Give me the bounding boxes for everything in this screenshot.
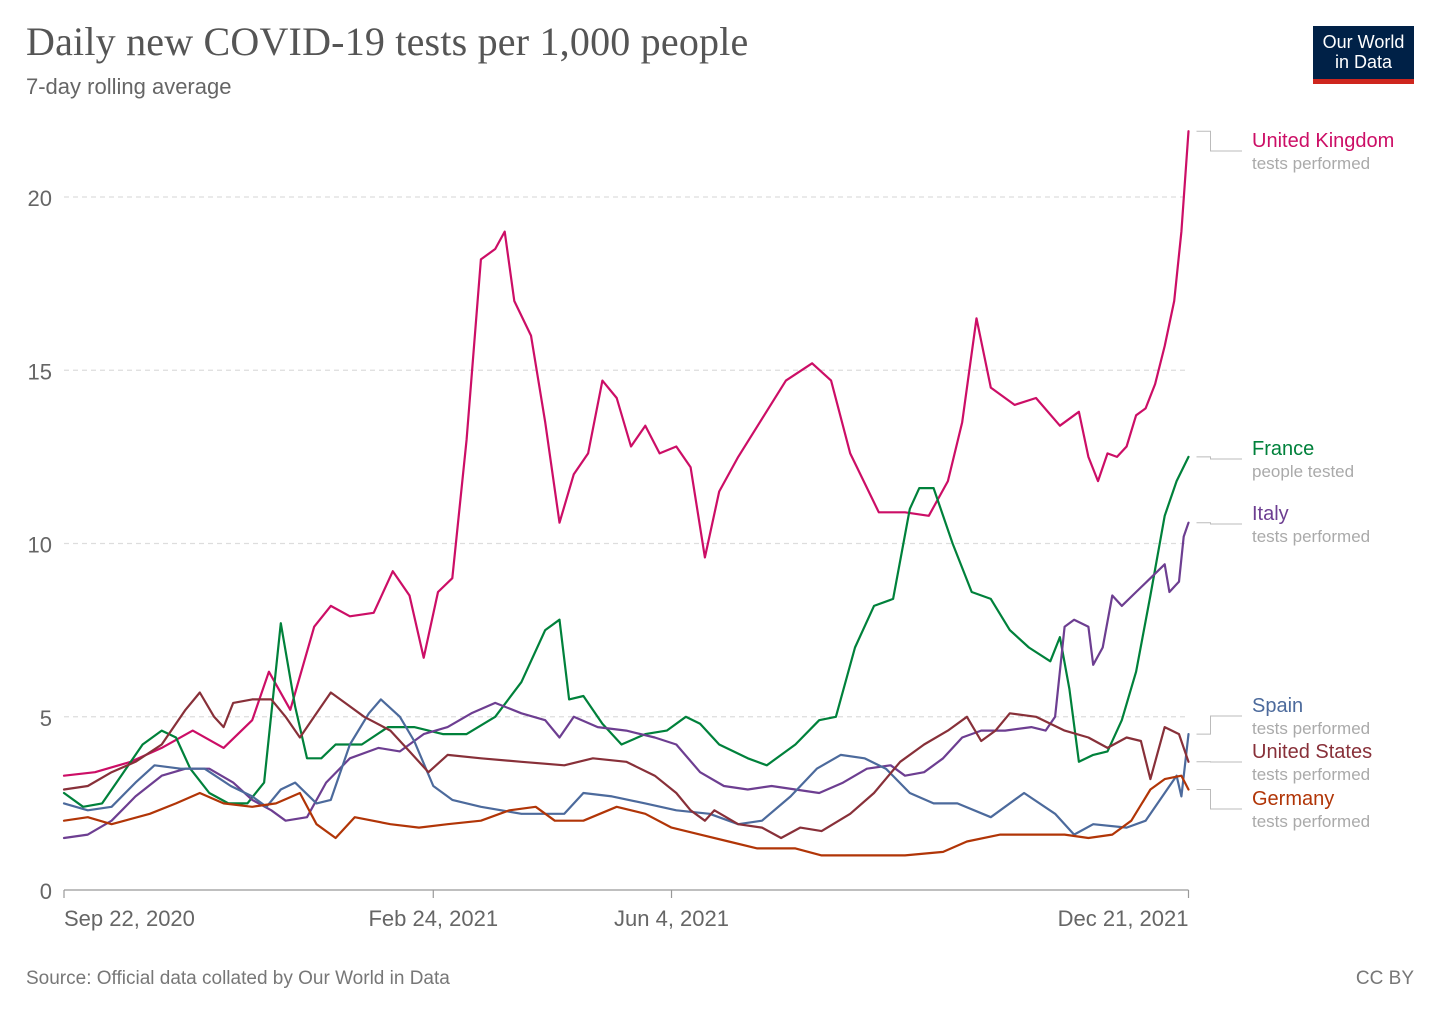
logo-line-2: in Data <box>1334 52 1393 72</box>
logo-accent-bar <box>1313 79 1414 84</box>
label-connector-italy <box>1196 522 1242 525</box>
series-line-france <box>62 455 1190 808</box>
series-label-united-kingdom: United Kingdom <box>1252 130 1394 152</box>
series-note-italy: tests performed <box>1252 527 1370 546</box>
label-connector-spain <box>1196 715 1242 735</box>
label-connector-germany <box>1196 789 1242 810</box>
series-line-italy <box>62 521 1190 840</box>
series-label-france: France <box>1252 438 1314 460</box>
chart-title: Daily new COVID-19 tests per 1,000 peopl… <box>26 19 749 64</box>
y-tick-label: 0 <box>40 879 52 904</box>
y-tick-label: 15 <box>28 359 52 384</box>
y-tick-label: 5 <box>40 706 52 731</box>
series-label-united-states: United States <box>1252 741 1372 763</box>
label-connector-france <box>1196 456 1242 460</box>
x-tick-label: Dec 21, 2021 <box>1058 906 1189 931</box>
license-label: CC BY <box>1355 968 1414 989</box>
logo-line-1: Our World <box>1322 32 1405 52</box>
x-tick-label: Sep 22, 2020 <box>64 906 195 931</box>
owid-logo[interactable]: Our World in Data <box>1313 26 1414 84</box>
series-note-united-kingdom: tests performed <box>1252 154 1370 173</box>
series-line-germany <box>62 774 1190 857</box>
series-note-united-states: tests performed <box>1252 765 1370 784</box>
series-line-united-states <box>62 691 1190 840</box>
chart-subtitle: 7-day rolling average <box>26 74 232 99</box>
series-label-spain: Spain <box>1252 695 1303 717</box>
series-note-germany: tests performed <box>1252 812 1370 831</box>
series-label-germany: Germany <box>1252 788 1334 810</box>
series-label-italy: Italy <box>1252 503 1289 525</box>
y-tick-label: 20 <box>28 186 52 211</box>
series-lines <box>62 130 1190 857</box>
label-connector-united-kingdom <box>1196 130 1242 152</box>
source-note: Source: Official data collated by Our Wo… <box>26 968 450 989</box>
series-labels: United Kingdom tests performed France peopl… <box>1196 130 1394 831</box>
series-line-united-kingdom <box>62 130 1190 777</box>
series-note-france: people tested <box>1252 462 1354 481</box>
y-tick-label: 10 <box>28 533 52 558</box>
x-tick-label: Jun 4, 2021 <box>614 906 729 931</box>
series-note-spain: tests performed <box>1252 719 1370 738</box>
series-line-spain <box>62 698 1190 836</box>
axes: 0 5 10 15 20 Sep 22, 2020 Feb 24, 2021 Jun 4, 2… <box>28 186 1190 931</box>
x-tick-label: Feb 24, 2021 <box>368 906 498 931</box>
gridlines <box>64 196 1189 718</box>
